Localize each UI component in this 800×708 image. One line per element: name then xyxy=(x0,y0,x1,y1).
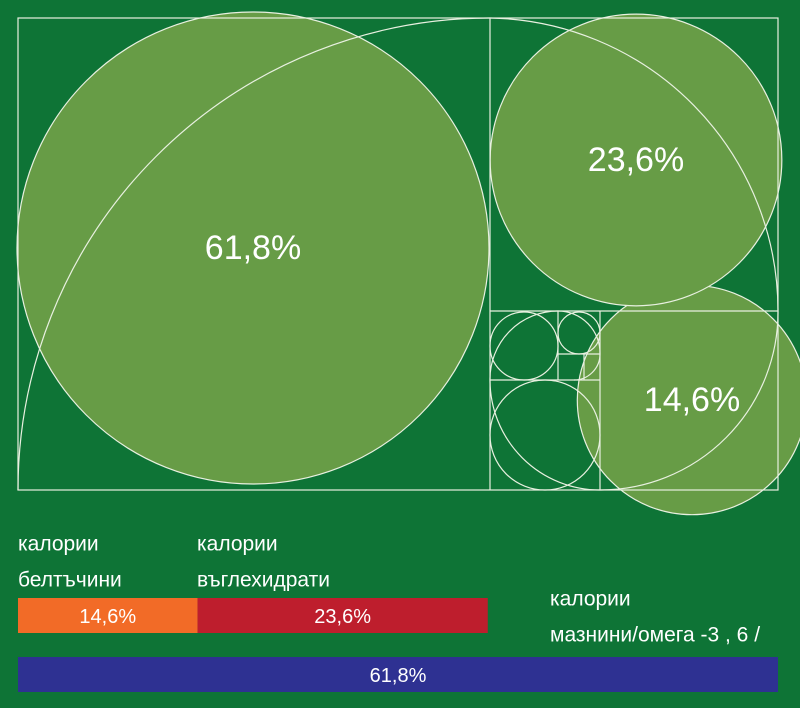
category-label: мазнини/омега -3 , 6 / xyxy=(550,624,760,647)
bar xyxy=(18,657,778,692)
circle-label: 61,8% xyxy=(205,229,301,267)
bar xyxy=(197,598,488,633)
circle-label: 14,6% xyxy=(644,381,740,419)
golden-rectangle xyxy=(17,17,779,491)
bar-label: 61,8% xyxy=(370,665,427,687)
category-label: въглехидрати xyxy=(197,569,330,592)
category-label: калории xyxy=(197,533,278,556)
bar-label: 14,6% xyxy=(79,606,136,628)
value-circle xyxy=(16,11,490,485)
bars: 14,6% калории белтъчини 23,6% калории въглехи… xyxy=(18,533,778,692)
category-label: калории xyxy=(18,533,99,556)
bar xyxy=(18,598,198,633)
category-label: калории xyxy=(550,588,631,611)
bar-label: 23,6% xyxy=(314,606,371,628)
category-label: белтъчини xyxy=(18,569,122,592)
circles: 14,6% 23,6% 61,8% xyxy=(16,11,800,516)
circle-label: 23,6% xyxy=(588,141,684,179)
